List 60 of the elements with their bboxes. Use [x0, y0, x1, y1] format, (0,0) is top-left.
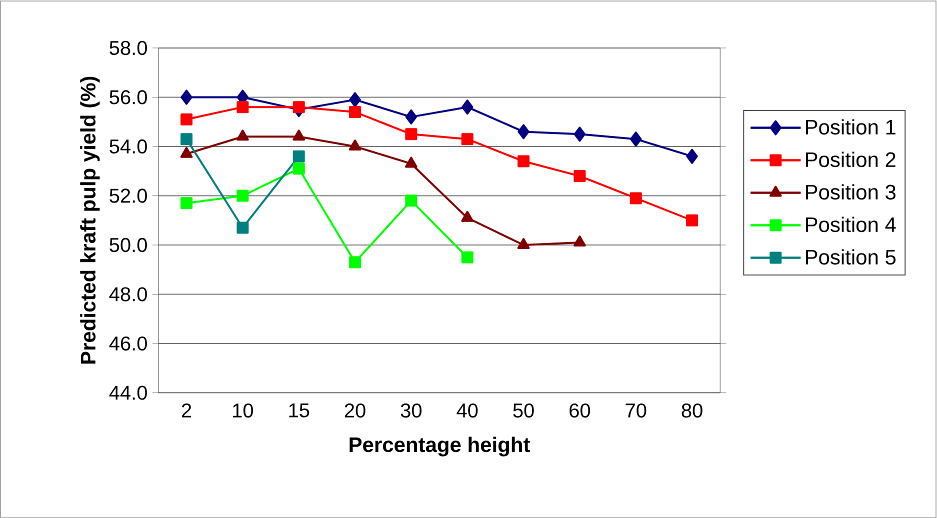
point: [236, 222, 249, 234]
point: [461, 251, 474, 264]
point: [180, 197, 193, 210]
x-tick-label: 20: [344, 403, 366, 418]
point: [292, 100, 305, 113]
x-tick-label: 15: [289, 403, 310, 418]
point: [574, 235, 586, 246]
point: [180, 146, 193, 158]
point: [180, 132, 193, 145]
point: [405, 128, 418, 140]
point: [349, 106, 362, 118]
legend-label: Position 4: [806, 216, 896, 232]
y-tick-label: 44.0: [109, 386, 147, 400]
legend-label: Position 2: [806, 152, 896, 167]
y-tick-label: 54.0: [110, 139, 147, 154]
point: [292, 150, 305, 162]
x-tick-label: 40: [456, 403, 478, 418]
x-tick-label: 80: [682, 403, 702, 418]
point: [236, 100, 249, 113]
y-axis-title: Predicted kraft pulp yield (%): [80, 76, 100, 364]
point: [405, 194, 418, 207]
point: [180, 90, 192, 105]
point: [686, 214, 698, 226]
point: [292, 130, 306, 141]
point: [630, 131, 642, 146]
point: [180, 113, 193, 126]
point: [236, 130, 249, 141]
point: [518, 155, 530, 168]
point: [404, 156, 418, 168]
point: [461, 99, 474, 114]
y-tick-label: 50.0: [110, 238, 147, 252]
x-tick-label: 50: [513, 403, 534, 418]
legend-label: Position 1: [806, 119, 896, 134]
x-tick-label: 60: [570, 403, 590, 418]
y-tick-label: 48.0: [109, 287, 147, 302]
legend-label: Position 5: [806, 249, 896, 265]
x-axis-title: Percentage height: [350, 436, 530, 456]
x-tick-label: 2: [182, 403, 192, 418]
point: [517, 238, 530, 249]
point: [348, 139, 362, 150]
x-tick-label: 30: [400, 403, 422, 418]
point: [518, 124, 530, 140]
point: [349, 92, 361, 108]
point: [574, 126, 586, 142]
point: [630, 192, 642, 204]
y-tick-label: 46.0: [109, 336, 147, 350]
x-tick-label: 70: [626, 403, 646, 418]
point: [461, 210, 474, 222]
y-tick-label: 56.0: [110, 90, 147, 104]
point: [292, 162, 305, 175]
point: [686, 148, 698, 164]
point: [574, 170, 586, 182]
point: [236, 190, 249, 202]
legend-label: Position 3: [806, 184, 896, 200]
point: [349, 256, 362, 268]
point: [461, 132, 474, 145]
x-tick-label: 10: [233, 403, 253, 418]
point: [405, 109, 418, 124]
y-tick-label: 58.0: [110, 40, 147, 55]
y-tick-label: 52.0: [110, 188, 147, 203]
